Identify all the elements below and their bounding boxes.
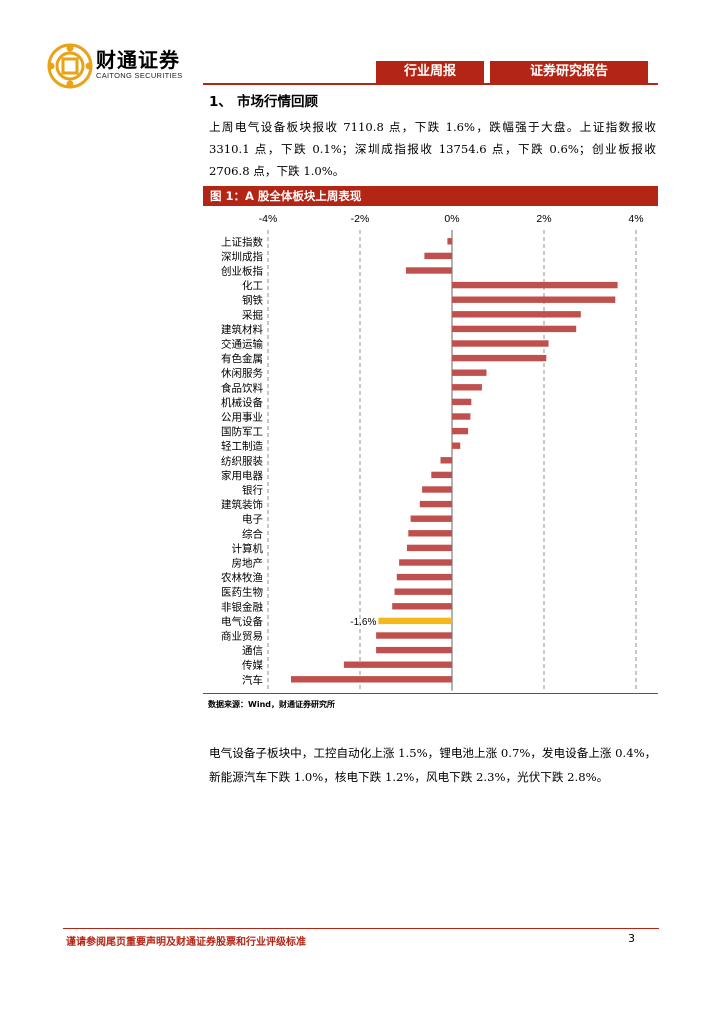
bar-20 <box>408 530 452 537</box>
bar-19 <box>410 515 452 522</box>
bar-28 <box>376 646 452 654</box>
section-number: 1、 <box>209 94 232 110</box>
section-title-text: 市场行情回顾 <box>237 94 318 110</box>
bar-17 <box>422 486 452 493</box>
page-number: 3 <box>628 932 635 945</box>
bar-11 <box>452 398 472 406</box>
category-label: 有色金属 <box>221 352 263 365</box>
category-label: 食品饮料 <box>221 381 263 394</box>
bar-6 <box>452 325 577 333</box>
bar-9 <box>452 369 487 376</box>
footer-disclaimer: 谨请参阅尾页重要声明及财通证券股票和行业评级标准 <box>66 937 306 948</box>
bar-26 <box>378 617 452 625</box>
category-label: 钢铁 <box>242 294 263 307</box>
category-label: 家用电器 <box>221 469 263 482</box>
category-label: 建筑材料 <box>221 323 263 336</box>
report-type-tab: 行业周报 <box>376 61 484 83</box>
bar-12 <box>452 413 471 420</box>
bar-22 <box>399 559 452 566</box>
category-label: 公用事业 <box>221 411 263 424</box>
subsector-paragraph: 电气设备子板块中，工控自动化上涨 1.5%，锂电池上涨 0.7%，发电设备上涨 … <box>209 746 657 784</box>
category-label: 汽车 <box>242 673 263 686</box>
report-category-tab: 证券研究报告 <box>490 61 648 83</box>
bar-21 <box>406 544 452 552</box>
category-label: 轻工制造 <box>221 440 263 453</box>
category-label: 化工 <box>242 279 263 292</box>
bar-14 <box>452 442 461 449</box>
bar-1 <box>424 252 452 260</box>
figure-title: 图 1：A 股全体板块上周表现 <box>210 189 362 203</box>
category-label: 机械设备 <box>221 396 263 409</box>
figure-title-bar: 图 1：A 股全体板块上周表现 <box>203 186 658 206</box>
bar-3 <box>452 281 618 289</box>
bar-7 <box>452 340 549 347</box>
category-label: 休闲服务 <box>221 367 263 380</box>
x-tick-label: -4% <box>259 213 278 225</box>
bar-2 <box>406 267 452 274</box>
footer-divider <box>63 928 659 929</box>
bar-15 <box>440 457 452 464</box>
x-tick-label: -2% <box>351 213 370 225</box>
source-divider <box>203 693 658 694</box>
x-tick-label: 4% <box>628 213 643 225</box>
bar-23 <box>396 573 452 581</box>
caitong-logo-icon <box>47 43 93 89</box>
bar-4 <box>452 296 616 303</box>
x-tick-label: 2% <box>536 213 551 225</box>
category-label: 医药生物 <box>221 586 263 599</box>
sector-performance-chart: -4% -2% 0% 2% 4% 上证指数深圳成指创业板指化工钢铁采掘建筑材料交通运输有色… <box>221 213 644 691</box>
highlight-data-label: -1.6% <box>350 617 376 628</box>
bar-16 <box>431 471 452 479</box>
brand-name-cn: 财通证券 <box>96 48 180 72</box>
bar-5 <box>452 311 581 318</box>
category-label: 纺织服装 <box>221 454 263 467</box>
bar-24 <box>394 588 452 595</box>
category-label: 商业贸易 <box>221 630 263 643</box>
section-title: 1、 市场行情回顾 <box>209 90 318 110</box>
market-review-paragraph: 上周电气设备板块报收 7110.8 点，下跌 1.6%，跌幅强于大盘。上证指数报… <box>209 120 656 178</box>
bar-30 <box>291 676 452 683</box>
category-label: 传媒 <box>242 659 263 672</box>
bar-25 <box>392 603 452 610</box>
category-label: 非银金融 <box>221 600 263 613</box>
bar-27 <box>376 632 452 639</box>
brand-name-en: CAITONG SECURITIES <box>96 71 183 80</box>
category-label: 采掘 <box>242 308 263 321</box>
bar-10 <box>452 384 482 391</box>
bar-18 <box>419 500 452 508</box>
category-label: 电气设备 <box>221 615 263 628</box>
category-label: 计算机 <box>232 542 264 555</box>
category-label: 电子 <box>242 513 263 526</box>
bar-13 <box>452 427 469 435</box>
category-label: 房地产 <box>232 557 264 570</box>
category-label: 综合 <box>242 527 263 540</box>
category-label: 建筑装饰 <box>221 498 263 511</box>
category-label: 创业板指 <box>221 265 263 278</box>
bar-8 <box>452 354 547 362</box>
category-label: 上证指数 <box>221 235 263 248</box>
header-divider <box>203 83 658 85</box>
category-label: 国防军工 <box>221 425 263 438</box>
category-label: 农林牧渔 <box>221 571 263 584</box>
figure-source: 数据来源：Wind，财通证券研究所 <box>208 700 335 709</box>
category-label: 交通运输 <box>221 338 263 351</box>
category-label: 深圳成指 <box>221 250 263 263</box>
bar-29 <box>343 661 452 668</box>
category-label: 银行 <box>242 484 263 497</box>
x-tick-label: 0% <box>444 213 459 225</box>
category-label: 通信 <box>242 645 263 657</box>
bar-0 <box>447 238 452 245</box>
